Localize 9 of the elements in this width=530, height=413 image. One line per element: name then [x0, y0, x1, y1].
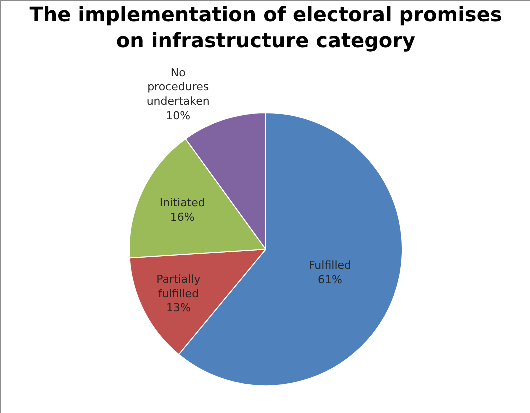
slice-label: No procedures undertaken: [146, 66, 210, 108]
slice-label: Partially fulfilled: [156, 273, 202, 300]
data-label: 61%: [318, 273, 342, 286]
slice-label: Initiated: [160, 196, 206, 210]
chart-title: The implementation of electoral promises on infrastructure category: [30, 2, 502, 53]
data-label: 16%: [170, 210, 195, 224]
data-label: 13%: [166, 302, 191, 315]
data-label: 10%: [166, 109, 191, 122]
slice-label: Fulfilled: [308, 258, 352, 272]
